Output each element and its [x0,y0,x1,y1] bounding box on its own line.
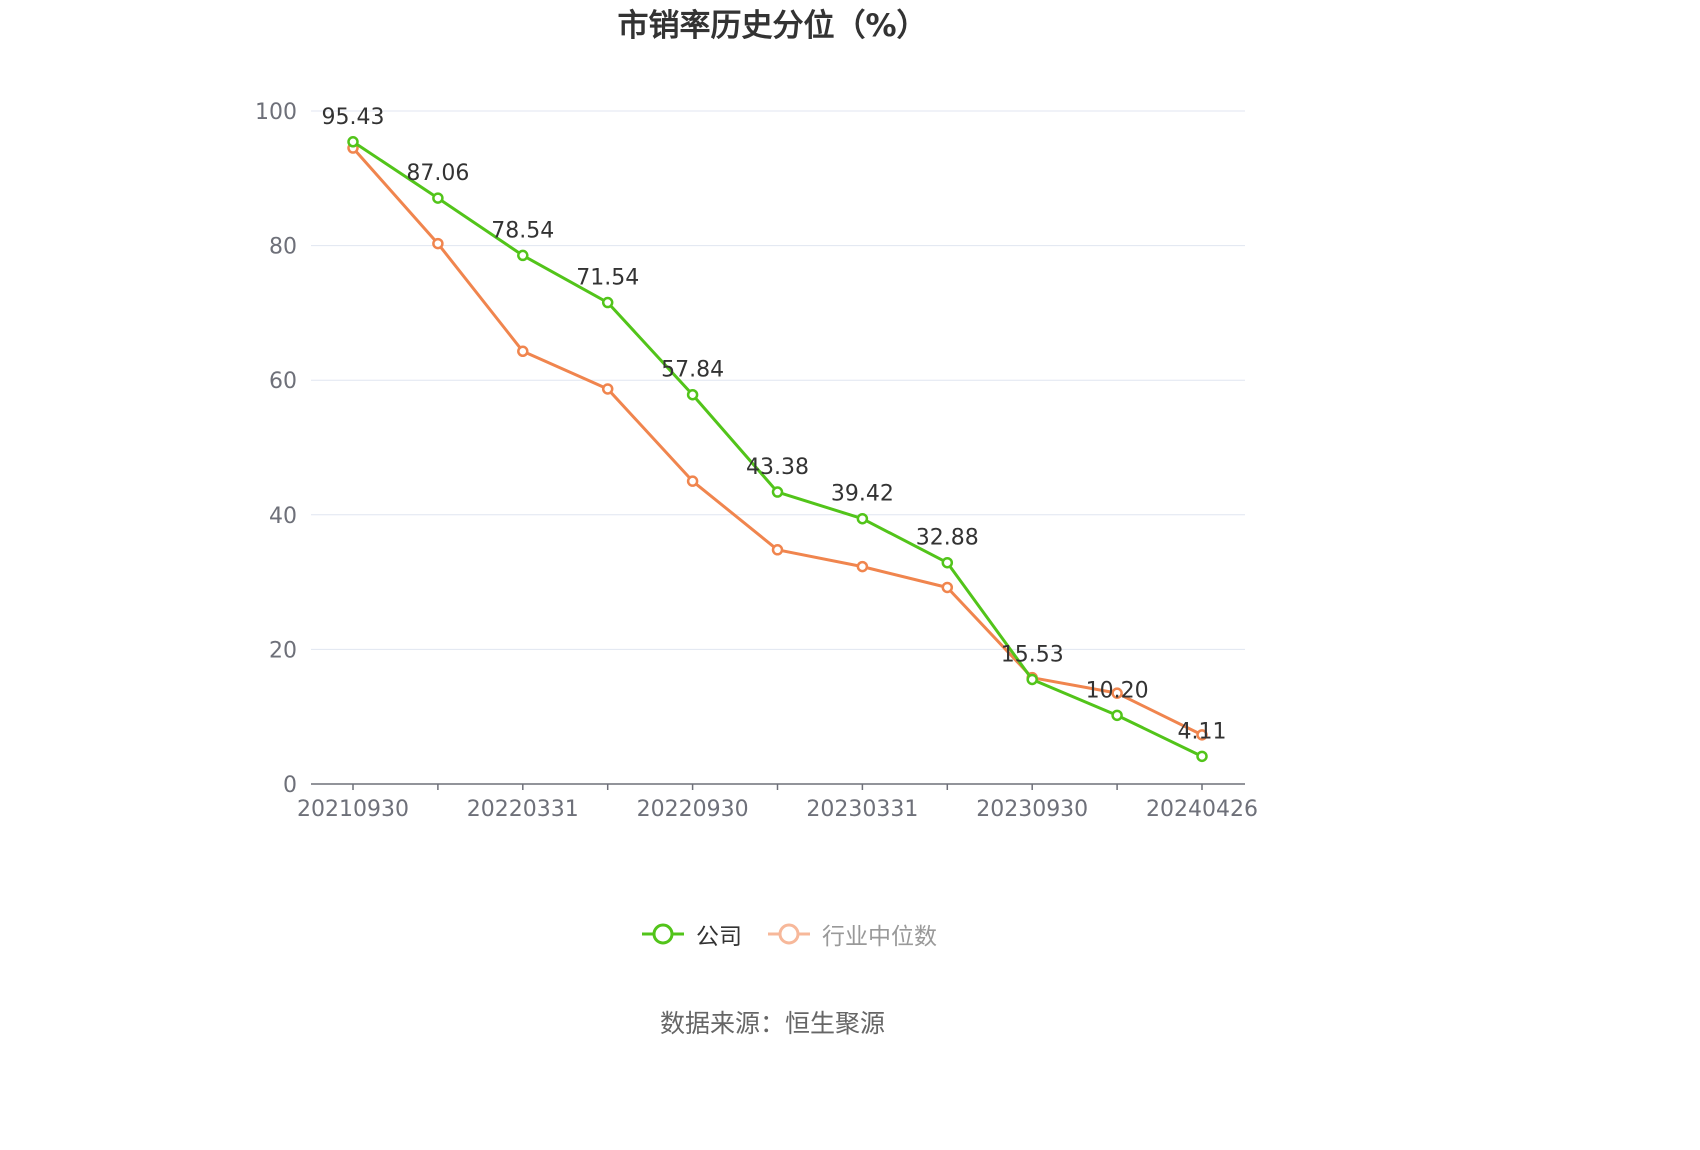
company-data-label: 95.43 [322,105,385,130]
company-data-label: 10.20 [1086,678,1149,703]
legend-label-company: 公司 [696,924,742,950]
industry-point [771,544,784,556]
industry-point [1196,729,1208,741]
chart-title: 市销率历史分位（%） [617,8,928,44]
industry-point [686,475,699,487]
company-data-label: 87.06 [406,161,469,186]
company-point [432,192,444,204]
industry-point [1111,687,1123,699]
company-data-label: 78.54 [491,218,554,243]
company-point [517,249,529,262]
data-source-note: 数据来源：恒生聚源 [659,1009,885,1038]
company-line [352,140,1203,758]
company-data-label: 71.54 [576,266,639,291]
y-tick-label: 0 [283,773,297,798]
x-tick-label: 20240426 [1146,797,1258,822]
legend-item-industry[interactable]: 行业中位数 [766,917,937,951]
industry-point [856,560,869,573]
company-point [1026,673,1038,686]
company-point [1111,709,1123,722]
company-point [347,136,359,148]
industry-point [941,581,954,594]
axes: 0 20 40 60 80 100 20210930 20220331 20220930 2023… [255,100,1258,822]
y-tick-label: 60 [269,369,297,394]
data-labels: 95.43 87.06 78.54 71.54 57.84 43.38 39.42 32.88… [322,105,1227,745]
legend-company-marker [642,923,684,945]
legend-label-industry: 行业中位数 [822,924,937,950]
company-point [771,486,784,498]
company-point [686,388,699,401]
series-industry [347,142,1208,741]
company-data-label: 4.11 [1178,719,1227,744]
industry-point [432,237,444,250]
company-data-label: 57.84 [661,358,724,383]
company-point [1196,750,1208,763]
company-point [941,556,954,569]
company-data-label: 43.38 [746,455,809,480]
x-tick-label: 20220930 [637,797,749,822]
y-tick-label: 20 [269,638,297,663]
industry-line [351,147,1203,737]
series-company [347,136,1208,763]
company-data-label: 15.53 [1001,642,1064,667]
legend-item-company[interactable]: 公司 [640,917,742,951]
industry-point [601,383,614,395]
grid-lines [311,110,1245,650]
x-tick-label: 20220331 [467,797,579,822]
company-point [601,296,614,309]
company-data-label: 32.88 [916,526,979,551]
y-tick-label: 80 [269,235,297,260]
line-chart: 0 20 40 60 80 100 20210930 20220331 20220930 2023… [255,100,1258,822]
x-tick-label: 20210930 [297,797,409,822]
legend-industry-marker [768,923,810,945]
industry-point [517,345,529,358]
y-tick-label: 40 [269,504,297,529]
company-point [856,512,869,525]
company-data-label: 39.42 [831,482,894,507]
x-tick-label: 20230930 [976,797,1088,822]
legend: 公司 行业中位数 [640,914,937,954]
y-tick-label: 100 [255,100,297,125]
x-tick-label: 20230331 [806,797,918,822]
